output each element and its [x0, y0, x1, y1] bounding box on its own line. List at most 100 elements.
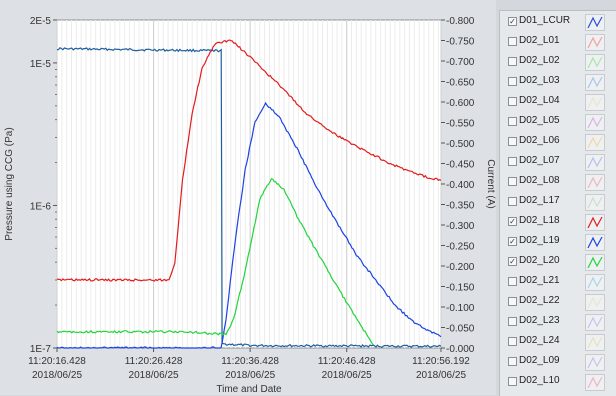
legend-label: D01_LCUR	[519, 15, 571, 26]
legend-swatch-icon[interactable]	[585, 254, 605, 271]
legend-checkbox[interactable]: ✓	[508, 17, 517, 26]
right-axis-tick-label: -0.300	[446, 221, 475, 232]
legend-item[interactable]: D02_L09	[500, 353, 616, 373]
left-axis-title: Pressure using CCG (Pa)	[4, 127, 15, 240]
legend-checkbox[interactable]	[508, 357, 517, 366]
legend-swatch-icon[interactable]	[585, 174, 605, 191]
legend-item[interactable]: D02_L23	[500, 313, 616, 333]
legend-swatch-icon[interactable]	[585, 294, 605, 311]
left-axis-tick-label: 1E-6	[30, 201, 52, 212]
legend-swatch-icon[interactable]	[585, 354, 605, 371]
legend-item[interactable]: D02_L24	[500, 333, 616, 353]
legend-swatch-icon[interactable]	[585, 234, 605, 251]
legend-panel: ✓ D01_LCUR D02_L01 D02_L02 D02_L03 D02_L04 D02…	[499, 10, 616, 396]
right-axis-tick-label: -0.350	[446, 201, 475, 212]
legend-item[interactable]: ✓ D02_L19	[500, 233, 616, 253]
legend-label: D02_L04	[519, 95, 560, 106]
legend-item[interactable]: D02_L01	[500, 33, 616, 53]
right-axis-tick-label: -0.750	[446, 37, 475, 48]
right-axis-tick-label: -0.250	[446, 242, 475, 253]
legend-item[interactable]: D02_L02	[500, 53, 616, 73]
legend-label: D02_L18	[519, 215, 560, 226]
legend-checkbox[interactable]	[508, 337, 517, 346]
legend-checkbox[interactable]	[508, 277, 517, 286]
legend-item[interactable]: D02_L21	[500, 273, 616, 293]
x-axis-tick-date: 2018/06/25	[322, 370, 372, 381]
series-line-d01_lcur	[57, 47, 442, 349]
right-axis-tick-label: -0.000	[446, 344, 475, 355]
legend-label: D02_L08	[519, 175, 560, 186]
right-axis-tick-label: -0.500	[446, 139, 475, 150]
legend-checkbox[interactable]	[508, 137, 517, 146]
left-axis-tick-label: 1E-5	[30, 59, 52, 70]
left-axis-tick-label: 1E-7	[30, 344, 52, 355]
legend-checkbox[interactable]	[508, 197, 517, 206]
legend-checkbox[interactable]	[508, 177, 517, 186]
right-axis-tick-label: -0.800	[446, 16, 475, 27]
legend-swatch-icon[interactable]	[585, 34, 605, 51]
legend-swatch-icon[interactable]	[585, 134, 605, 151]
legend-checkbox[interactable]: ✓	[508, 257, 517, 266]
x-axis-tick-time: 11:20:16.428	[28, 356, 86, 367]
legend-item[interactable]: D02_L10	[500, 373, 616, 393]
legend-item[interactable]: D02_L06	[500, 133, 616, 153]
x-axis-tick-time: 11:20:46.428	[318, 356, 376, 367]
legend-checkbox[interactable]	[508, 77, 517, 86]
legend-item[interactable]: D02_L03	[500, 73, 616, 93]
right-axis-tick-label: -0.600	[446, 98, 475, 109]
legend-label: D02_L02	[519, 55, 560, 66]
legend-label: D02_L09	[519, 355, 560, 366]
legend-checkbox[interactable]	[508, 57, 517, 66]
legend-checkbox[interactable]: ✓	[508, 237, 517, 246]
x-axis-tick-date: 2018/06/25	[129, 370, 179, 381]
legend-item[interactable]: ✓ D01_LCUR	[500, 13, 616, 33]
legend-checkbox[interactable]: ✓	[508, 217, 517, 226]
legend-label: D02_L05	[519, 115, 560, 126]
x-axis-tick-time: 11:20:36.428	[221, 356, 279, 367]
legend-label: D02_L20	[519, 255, 560, 266]
series-line-d02_l18	[56, 39, 442, 282]
legend-checkbox[interactable]	[508, 157, 517, 166]
legend-swatch-icon[interactable]	[585, 94, 605, 111]
right-axis-tick-label: -0.050	[446, 324, 475, 335]
legend-item[interactable]: D02_L22	[500, 293, 616, 313]
legend-item[interactable]: D02_L17	[500, 193, 616, 213]
legend-swatch-icon[interactable]	[585, 274, 605, 291]
legend-swatch-icon[interactable]	[585, 334, 605, 351]
x-axis-title: Time and Date	[216, 384, 282, 395]
legend-item[interactable]: D02_L04	[500, 93, 616, 113]
legend-checkbox[interactable]	[508, 37, 517, 46]
legend-item[interactable]: D02_L08	[500, 173, 616, 193]
legend-swatch-icon[interactable]	[585, 154, 605, 171]
legend-swatch-icon[interactable]	[585, 314, 605, 331]
legend-item[interactable]: ✓ D02_L20	[500, 253, 616, 273]
legend-checkbox[interactable]	[508, 377, 517, 386]
right-axis-tick-label: -0.700	[446, 57, 475, 68]
x-axis-tick-date: 2018/06/25	[32, 370, 82, 381]
legend-label: D02_L10	[519, 375, 560, 386]
chart-panel: 2E-5 1E-5 1E-6 1E-7 -0.800 -0.750 -0.700 -0.650…	[0, 0, 496, 395]
right-axis-tick-label: -0.450	[446, 160, 475, 171]
series-line-d02_l20	[56, 177, 375, 346]
legend-checkbox[interactable]	[508, 317, 517, 326]
x-axis-tick-date: 2018/06/25	[225, 370, 275, 381]
legend-item[interactable]: ✓ D02_L18	[500, 213, 616, 233]
line-chart[interactable]: 2E-5 1E-5 1E-6 1E-7 -0.800 -0.750 -0.700 -0.650…	[0, 0, 496, 395]
legend-label: D02_L22	[519, 295, 560, 306]
legend-swatch-icon[interactable]	[585, 14, 605, 31]
legend-label: D02_L03	[519, 75, 560, 86]
legend-swatch-icon[interactable]	[585, 374, 605, 391]
legend-swatch-icon[interactable]	[585, 194, 605, 211]
legend-checkbox[interactable]	[508, 97, 517, 106]
legend-swatch-icon[interactable]	[585, 54, 605, 71]
right-axis-tick-label: -0.650	[446, 78, 475, 89]
legend-label: D02_L01	[519, 35, 560, 46]
legend-item[interactable]: D02_L07	[500, 153, 616, 173]
right-axis-tick-label: -0.550	[446, 119, 475, 130]
legend-swatch-icon[interactable]	[585, 214, 605, 231]
legend-item[interactable]: D02_L05	[500, 113, 616, 133]
legend-swatch-icon[interactable]	[585, 74, 605, 91]
legend-checkbox[interactable]	[508, 297, 517, 306]
legend-checkbox[interactable]	[508, 117, 517, 126]
legend-swatch-icon[interactable]	[585, 114, 605, 131]
